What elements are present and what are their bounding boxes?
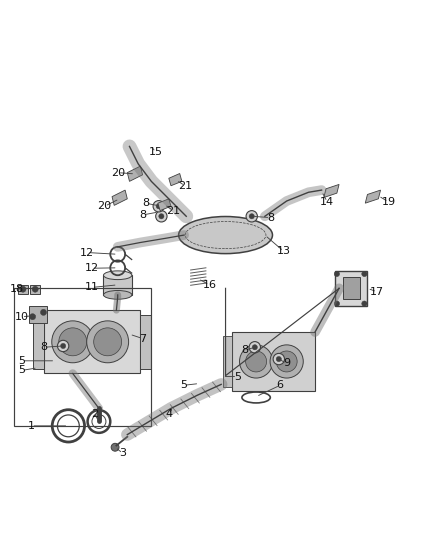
Circle shape: [334, 271, 339, 277]
Circle shape: [252, 345, 258, 350]
Bar: [44, 310, 141, 374]
Circle shape: [52, 321, 94, 363]
Polygon shape: [324, 184, 339, 198]
Text: 11: 11: [85, 282, 99, 293]
Polygon shape: [158, 199, 171, 211]
Circle shape: [249, 214, 254, 219]
Text: 20: 20: [98, 201, 112, 211]
Circle shape: [60, 343, 66, 349]
Bar: [103, 275, 132, 295]
Text: 9: 9: [283, 358, 290, 368]
Ellipse shape: [103, 271, 132, 280]
Text: 8: 8: [142, 198, 149, 208]
Circle shape: [246, 211, 258, 222]
Text: 17: 17: [370, 287, 384, 297]
Polygon shape: [169, 174, 182, 185]
Text: 20: 20: [111, 168, 125, 177]
Text: 5: 5: [18, 356, 25, 366]
Circle shape: [20, 286, 26, 292]
Text: 7: 7: [139, 334, 146, 344]
Bar: [223, 336, 232, 386]
Circle shape: [94, 328, 122, 356]
Text: 16: 16: [202, 280, 216, 290]
Ellipse shape: [179, 216, 272, 254]
Circle shape: [111, 443, 119, 451]
Circle shape: [87, 321, 129, 363]
Text: 21: 21: [178, 181, 192, 191]
Circle shape: [29, 313, 35, 320]
Text: 8: 8: [139, 210, 146, 220]
Text: 12: 12: [85, 263, 99, 273]
Circle shape: [276, 351, 297, 372]
Circle shape: [159, 214, 164, 219]
Text: 1: 1: [28, 421, 35, 431]
Text: 13: 13: [277, 246, 291, 256]
Text: 8: 8: [40, 342, 47, 352]
Polygon shape: [112, 190, 127, 205]
Text: 3: 3: [120, 448, 127, 458]
Circle shape: [156, 204, 161, 209]
Polygon shape: [29, 306, 46, 323]
Circle shape: [240, 345, 273, 378]
Circle shape: [59, 328, 87, 356]
Bar: [343, 277, 360, 299]
Circle shape: [40, 309, 46, 316]
Text: 5: 5: [234, 372, 241, 382]
Bar: [14, 288, 151, 426]
Circle shape: [32, 286, 38, 292]
Bar: [18, 285, 28, 294]
Bar: [335, 271, 367, 306]
Circle shape: [276, 357, 282, 362]
Text: 18: 18: [10, 284, 25, 294]
Text: 2: 2: [91, 409, 98, 419]
Bar: [30, 285, 40, 294]
Text: 15: 15: [148, 147, 162, 157]
Text: 6: 6: [277, 380, 284, 390]
Polygon shape: [365, 190, 381, 203]
Text: 12: 12: [80, 247, 94, 257]
Text: 5: 5: [18, 366, 25, 375]
Ellipse shape: [103, 290, 132, 299]
Text: 8: 8: [241, 345, 248, 356]
Circle shape: [246, 351, 267, 372]
Circle shape: [273, 353, 285, 365]
Text: 19: 19: [381, 197, 396, 207]
Text: 10: 10: [14, 312, 28, 322]
Circle shape: [153, 200, 164, 212]
Text: 8: 8: [267, 213, 274, 223]
Text: 5: 5: [180, 380, 187, 390]
Text: 21: 21: [166, 206, 180, 216]
Bar: [33, 314, 44, 369]
Circle shape: [362, 301, 367, 306]
Circle shape: [362, 271, 367, 277]
Text: 14: 14: [320, 197, 334, 207]
Text: 4: 4: [165, 409, 172, 419]
Circle shape: [270, 345, 303, 378]
Circle shape: [155, 211, 167, 222]
Bar: [141, 314, 151, 369]
Circle shape: [249, 342, 261, 353]
Circle shape: [334, 301, 339, 306]
Circle shape: [57, 340, 69, 352]
Polygon shape: [127, 166, 143, 181]
Bar: [232, 332, 315, 391]
